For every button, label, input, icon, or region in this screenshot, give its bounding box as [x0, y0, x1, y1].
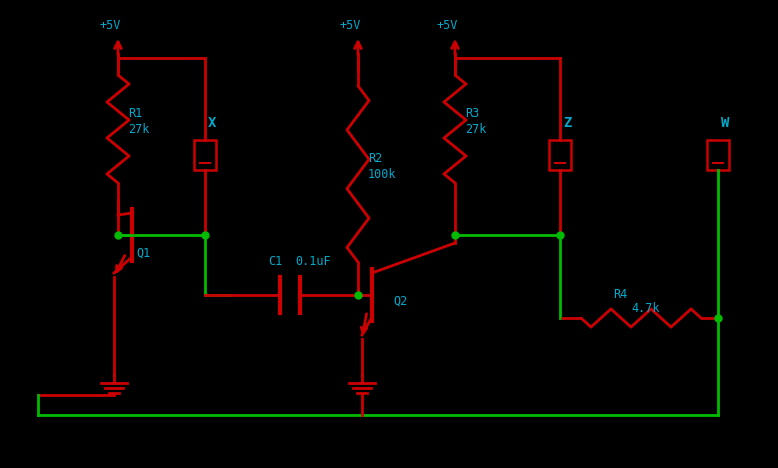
Bar — [707, 140, 729, 170]
Text: 100k: 100k — [368, 168, 397, 181]
Text: Q1: Q1 — [136, 247, 150, 260]
Text: X: X — [208, 116, 216, 130]
Text: 27k: 27k — [465, 123, 486, 136]
Text: +5V: +5V — [100, 19, 121, 32]
Text: +5V: +5V — [340, 19, 361, 32]
Text: +5V: +5V — [437, 19, 458, 32]
Text: C1: C1 — [268, 255, 282, 268]
Text: W: W — [721, 116, 729, 130]
Bar — [194, 140, 216, 170]
Text: Q2: Q2 — [393, 295, 407, 308]
Text: 4.7k: 4.7k — [631, 302, 660, 315]
Text: R1: R1 — [128, 107, 142, 120]
Text: Z: Z — [563, 116, 571, 130]
Text: R3: R3 — [465, 107, 479, 120]
Text: 27k: 27k — [128, 123, 149, 136]
Text: 0.1uF: 0.1uF — [295, 255, 331, 268]
Text: R4: R4 — [613, 288, 627, 301]
Bar — [549, 140, 571, 170]
Text: R2: R2 — [368, 152, 382, 165]
